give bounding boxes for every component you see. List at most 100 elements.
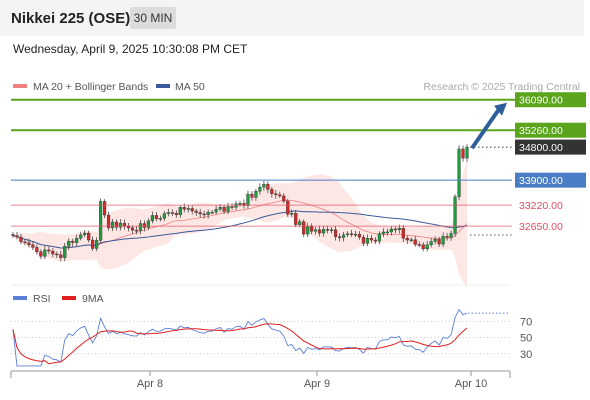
legend-label-ma50: MA 50 — [175, 81, 205, 93]
candle-body — [286, 200, 290, 215]
candle-body — [326, 229, 330, 231]
candle-body — [333, 229, 338, 237]
candle-body — [118, 222, 123, 228]
level-label-35260.00: 35260.00 — [519, 125, 563, 137]
candle-body — [27, 242, 31, 246]
candle-body — [453, 196, 457, 234]
legend-swatch-ma50 — [156, 84, 170, 88]
candle-body — [35, 247, 39, 252]
candle-body — [31, 244, 35, 248]
candle-body — [457, 148, 461, 197]
candle-body — [198, 212, 202, 215]
level-label-34800.00: 34800.00 — [519, 142, 563, 154]
rsi-tick-70: 70 — [520, 316, 532, 328]
candle-body — [329, 229, 334, 231]
candle-body — [306, 226, 310, 235]
candle-body — [369, 237, 374, 241]
level-label-36090.00: 36090.00 — [519, 95, 563, 107]
candle-body — [130, 227, 135, 231]
candle-body — [262, 183, 266, 188]
candle-body — [190, 208, 194, 212]
candle-body — [202, 213, 206, 216]
candle-body — [270, 189, 274, 194]
candle-body — [206, 211, 210, 215]
candle-body — [222, 207, 226, 212]
candle-body — [99, 201, 103, 241]
candle-body — [102, 201, 107, 216]
candle-body — [401, 228, 405, 239]
candle-body — [425, 244, 429, 250]
candle-body — [377, 233, 381, 242]
timeframe-button[interactable]: 30 MIN — [130, 7, 176, 29]
candle-body — [51, 250, 55, 255]
candle-body — [91, 239, 95, 249]
candle-body — [166, 212, 170, 214]
candle-body — [250, 193, 254, 198]
candle-body — [294, 213, 298, 225]
legend-label-rsi: RSI — [33, 293, 51, 305]
candle-body — [405, 237, 409, 241]
candle-body — [19, 236, 23, 243]
level-label-32650.00: 32650.00 — [519, 221, 563, 233]
candle-body — [437, 239, 441, 245]
candle-body — [79, 234, 83, 239]
candle-body — [310, 226, 314, 232]
instrument-title: Nikkei 225 (OSE) — [11, 10, 131, 27]
candle-body — [337, 236, 342, 238]
candle-body — [298, 221, 302, 225]
candle-body — [357, 233, 362, 238]
candle-body — [110, 221, 115, 229]
candle-body — [158, 218, 162, 220]
candle-body — [55, 253, 59, 256]
candle-body — [230, 206, 234, 208]
rsi-tick-50: 50 — [520, 333, 532, 345]
candle-body — [43, 249, 47, 257]
candle-body — [433, 239, 437, 242]
candle-body — [278, 194, 282, 197]
candle-body — [389, 228, 393, 233]
candle-body — [238, 203, 242, 205]
candle-body — [302, 221, 306, 235]
candle-body — [162, 213, 166, 219]
candle-body — [361, 236, 366, 244]
candle-body — [174, 213, 178, 215]
header-bar: Nikkei 225 (OSE) 30 MIN — [0, 0, 584, 36]
candle-body — [258, 186, 262, 192]
candle-body — [170, 212, 174, 214]
candle-body — [345, 233, 350, 236]
candle-body — [138, 223, 143, 231]
candle-body — [266, 183, 270, 190]
candle-body — [75, 237, 79, 243]
rsi-line — [12, 308, 468, 367]
level-label-33220.00: 33220.00 — [519, 200, 563, 212]
legend-label-ma20: MA 20 + Bollinger Bands — [33, 81, 148, 93]
candle-body — [441, 236, 445, 245]
candle-body — [23, 241, 27, 244]
x-tick-label: Apr 8 — [137, 378, 163, 390]
candle-body — [445, 236, 449, 238]
candle-body — [154, 215, 158, 219]
candle-body — [290, 213, 294, 215]
candle-body — [186, 208, 190, 210]
candle-body — [226, 206, 230, 212]
candle-body — [373, 239, 378, 242]
candle-body — [146, 220, 151, 228]
x-tick-label: Apr 9 — [304, 378, 330, 390]
legend-swatch-ma20 — [13, 84, 27, 88]
attribution-text: Research © 2025 Trading Central — [423, 81, 580, 93]
level-box-34800.00 — [515, 139, 586, 155]
candle-body — [417, 244, 421, 246]
rsi-tick-30: 30 — [520, 349, 532, 361]
candle-body — [47, 249, 51, 252]
candle-body — [71, 240, 75, 243]
candle-body — [449, 233, 453, 238]
legend-label-9ma: 9MA — [82, 293, 104, 305]
candle-body — [95, 240, 99, 249]
candle-body — [39, 251, 43, 257]
candle-body — [106, 214, 111, 229]
candle-body — [314, 229, 318, 232]
candle-body — [67, 240, 71, 247]
candle-body — [246, 193, 250, 206]
level-box-35260.00 — [515, 122, 586, 138]
